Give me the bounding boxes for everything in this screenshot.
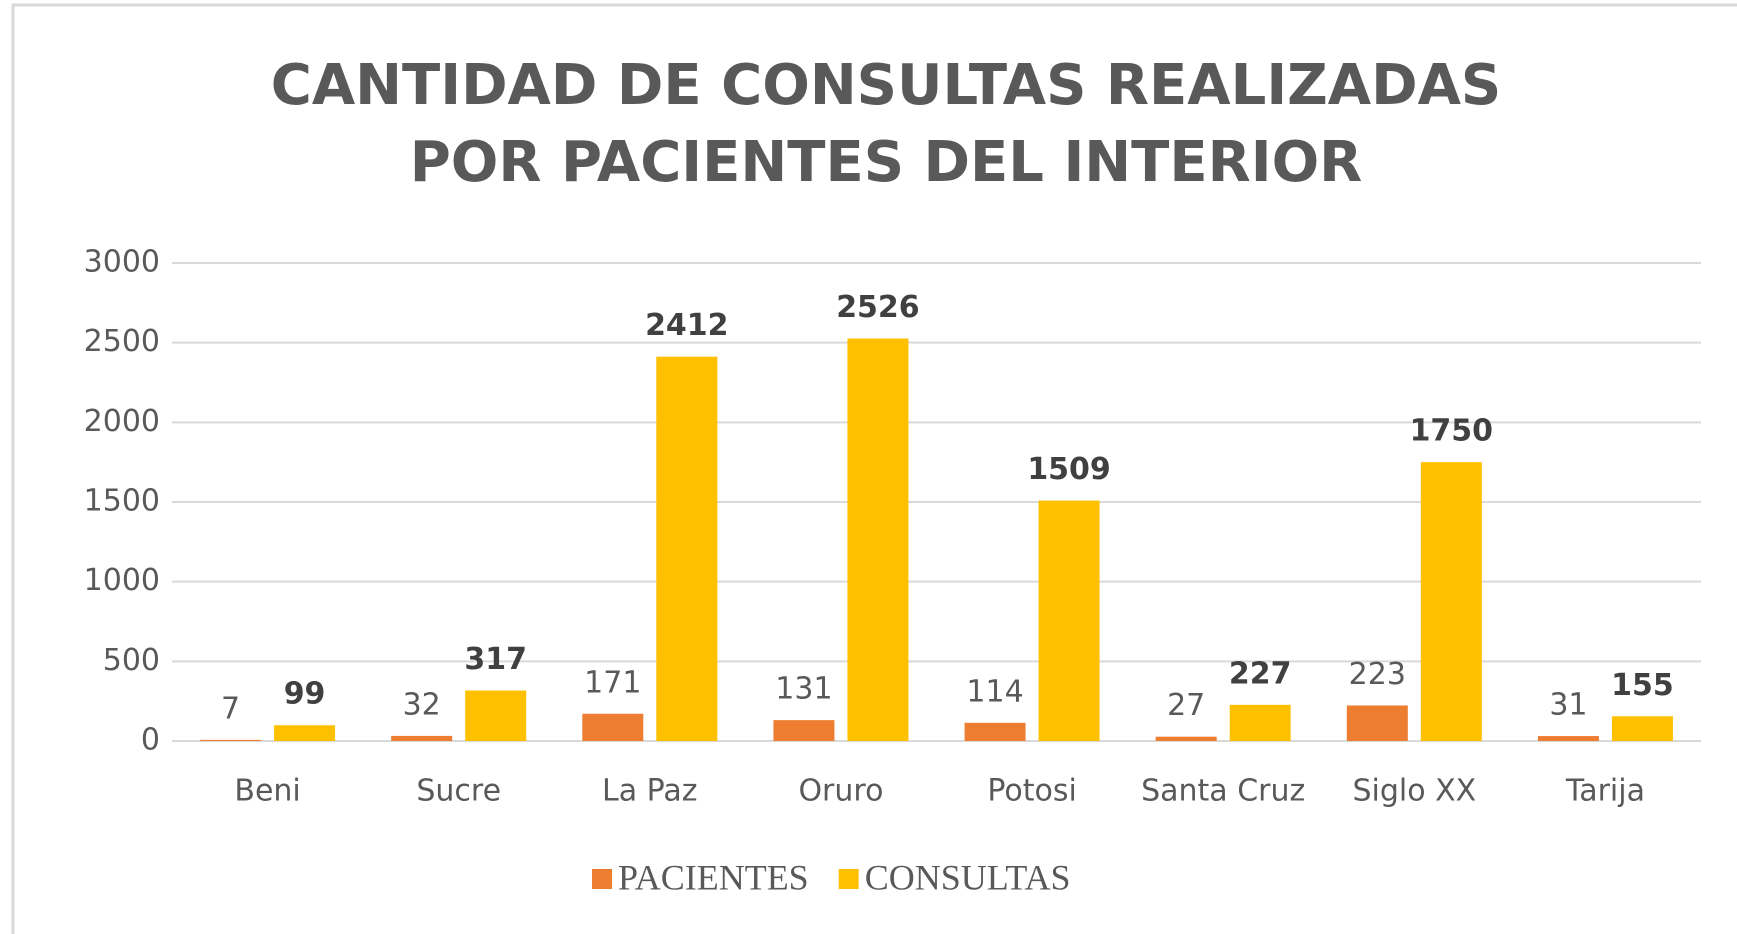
data-label: 227 [1229, 656, 1292, 691]
data-label: 114 [966, 674, 1023, 709]
data-label: 171 [584, 665, 641, 700]
chart-title: POR PACIENTES DEL INTERIOR [410, 130, 1363, 195]
data-label: 2526 [836, 290, 920, 325]
y-tick-label: 3000 [84, 245, 160, 280]
legend-label: CONSULTAS [865, 857, 1071, 897]
bar [274, 725, 336, 741]
x-tick-label: Tarija [1565, 774, 1645, 809]
x-tick-label: Beni [234, 774, 300, 809]
data-label: 1509 [1027, 452, 1111, 487]
legend-label: PACIENTES [618, 857, 809, 897]
y-tick-label: 0 [141, 723, 160, 758]
bar [656, 356, 718, 741]
legend-swatch [592, 869, 612, 889]
bar [1611, 716, 1673, 741]
bar [773, 720, 835, 741]
y-tick-label: 1000 [84, 563, 160, 598]
data-label: 223 [1349, 657, 1406, 692]
legend-swatch [838, 869, 859, 889]
data-label: 2412 [645, 308, 729, 343]
data-label: 99 [284, 677, 326, 712]
data-label: 1750 [1410, 414, 1494, 449]
data-label: 131 [775, 672, 832, 707]
y-tick-label: 500 [103, 643, 160, 678]
y-tick-label: 2000 [84, 404, 160, 439]
chart-title: CANTIDAD DE CONSULTAS REALIZADAS [271, 53, 1502, 118]
data-label: 31 [1549, 688, 1587, 723]
y-tick-label: 2500 [84, 324, 160, 359]
x-tick-label: Santa Cruz [1141, 774, 1305, 809]
bar [1155, 736, 1217, 741]
x-tick-label: Sucre [416, 774, 501, 809]
data-label: 317 [464, 642, 527, 677]
data-label: 155 [1611, 668, 1674, 703]
bar [1346, 705, 1408, 741]
bar [964, 722, 1026, 741]
bar [391, 735, 453, 741]
bar [1537, 736, 1599, 741]
bar [465, 690, 527, 741]
x-tick-label: Potosi [987, 774, 1076, 809]
x-tick-label: La Paz [602, 774, 698, 809]
data-label: 7 [221, 691, 240, 726]
bar [847, 338, 909, 741]
data-label: 32 [403, 687, 441, 722]
bar [1229, 704, 1291, 741]
bar [1038, 500, 1100, 741]
bar [1420, 462, 1482, 741]
x-tick-label: Oruro [798, 774, 883, 809]
y-tick-label: 1500 [84, 484, 160, 519]
x-tick-label: Siglo XX [1352, 774, 1476, 809]
bar [582, 713, 644, 741]
data-label: 27 [1167, 688, 1205, 723]
bar [200, 739, 262, 741]
